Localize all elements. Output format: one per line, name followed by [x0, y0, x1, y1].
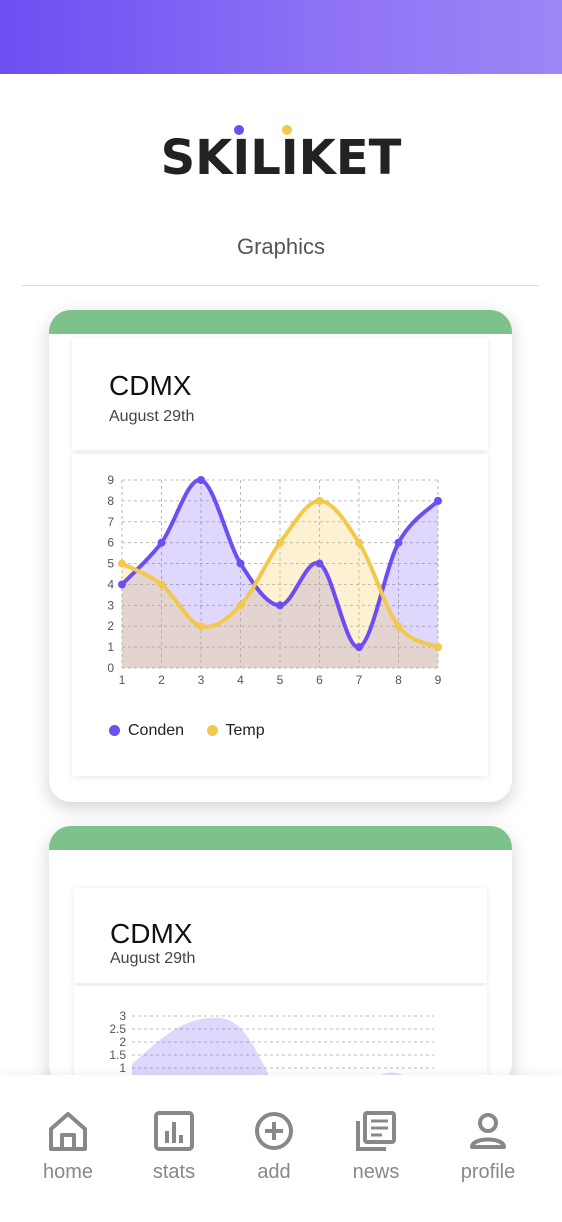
x-tick-label: 2 [158, 673, 165, 687]
nav-label-home: home [42, 1161, 94, 1183]
nav-profile[interactable]: profile [452, 1109, 524, 1184]
y-tick-label: 1 [119, 1061, 126, 1075]
x-tick-label: 5 [277, 673, 284, 687]
y-tick-label: 1 [107, 640, 114, 654]
y-tick-label: 4 [107, 577, 114, 591]
x-tick-label: 6 [316, 673, 323, 687]
header-bar [0, 0, 562, 74]
logo-dot-yellow [282, 125, 292, 135]
x-tick-label: 8 [395, 673, 402, 687]
y-tick-label: 6 [107, 536, 114, 550]
legend-label-conden: Conden [128, 722, 185, 739]
bottom-nav: home stats add news pr [0, 1075, 562, 1222]
y-tick-label: 2.5 [109, 1022, 126, 1036]
x-tick-label: 1 [119, 673, 126, 687]
data-point-temp [276, 538, 284, 547]
y-tick-label: 2 [107, 619, 114, 633]
nav-stats[interactable]: stats [142, 1109, 206, 1184]
y-tick-label: 9 [107, 474, 114, 487]
series-area [132, 1017, 274, 1086]
data-point-temp [197, 622, 205, 631]
nav-label-add: add [257, 1161, 291, 1183]
data-point-conden [157, 538, 166, 547]
y-tick-label: 0 [107, 661, 114, 675]
nav-home[interactable]: home [34, 1109, 102, 1184]
chart-legend: Conden Temp [109, 722, 283, 740]
nav-label-stats: stats [152, 1161, 196, 1183]
nav-label-news: news [352, 1161, 400, 1183]
card-band [49, 310, 512, 334]
logo-dot-purple [234, 125, 244, 135]
data-point-conden [276, 601, 284, 610]
data-point-conden [434, 496, 442, 505]
legend-item-conden: Conden [109, 722, 184, 740]
y-tick-label: 3 [119, 1009, 126, 1023]
y-tick-label: 1.5 [109, 1048, 126, 1062]
x-tick-label: 9 [435, 673, 442, 687]
nav-news[interactable]: news [344, 1109, 408, 1184]
area-chart: 32.521.51 [109, 1009, 434, 1086]
y-tick-label: 5 [107, 557, 114, 571]
divider [22, 285, 539, 286]
city-name: CDMX [110, 918, 193, 949]
data-point-temp [157, 580, 166, 589]
legend-dot-conden [109, 725, 120, 737]
data-point-temp [355, 538, 363, 547]
card-header: CDMX August 29th [74, 888, 487, 983]
data-point-temp [434, 643, 442, 652]
x-tick-label: 4 [237, 673, 244, 687]
logo-text: SKILIKET [160, 130, 402, 186]
data-point-conden [394, 538, 403, 547]
data-point-conden [118, 580, 126, 589]
data-point-temp [394, 622, 403, 631]
card-date: August 29th [110, 950, 196, 967]
stats-icon [154, 1111, 194, 1151]
profile-icon [470, 1113, 506, 1149]
legend-dot-temp [206, 725, 218, 737]
chart-panel: 3 2.5 2 1.5 1 [74, 986, 487, 1086]
y-tick-label: 8 [107, 494, 114, 508]
page-title: Graphics [236, 234, 326, 259]
data-point-conden [315, 559, 324, 568]
y-tick-label: 2 [119, 1035, 126, 1049]
home-icon [49, 1112, 87, 1151]
card-band [49, 826, 512, 850]
x-tick-label: 7 [356, 673, 363, 687]
graph-card[interactable]: CDMX August 29th 3 2.5 2 1.5 1 [49, 826, 512, 1086]
y-tick-label: 7 [107, 515, 114, 529]
card-date: August 29th [109, 408, 195, 425]
data-point-temp [315, 496, 324, 505]
news-icon [356, 1111, 396, 1151]
data-point-temp [236, 601, 245, 610]
nav-add[interactable]: add [244, 1109, 304, 1184]
data-point-conden [236, 559, 245, 568]
data-point-temp [118, 559, 126, 568]
x-tick-label: 3 [198, 673, 205, 687]
nav-label-profile: profile [460, 1161, 516, 1183]
data-point-conden [197, 476, 205, 484]
data-point-conden [355, 643, 363, 652]
series-area-conden [122, 479, 438, 668]
add-icon [255, 1112, 293, 1150]
card-header: CDMX August 29th [72, 338, 488, 450]
city-name: CDMX [109, 370, 192, 401]
legend-item-temp: Temp [206, 722, 265, 740]
y-tick-label: 3 [107, 598, 114, 612]
legend-label-temp: Temp [225, 722, 265, 739]
logo: SKILIKET [0, 118, 562, 188]
